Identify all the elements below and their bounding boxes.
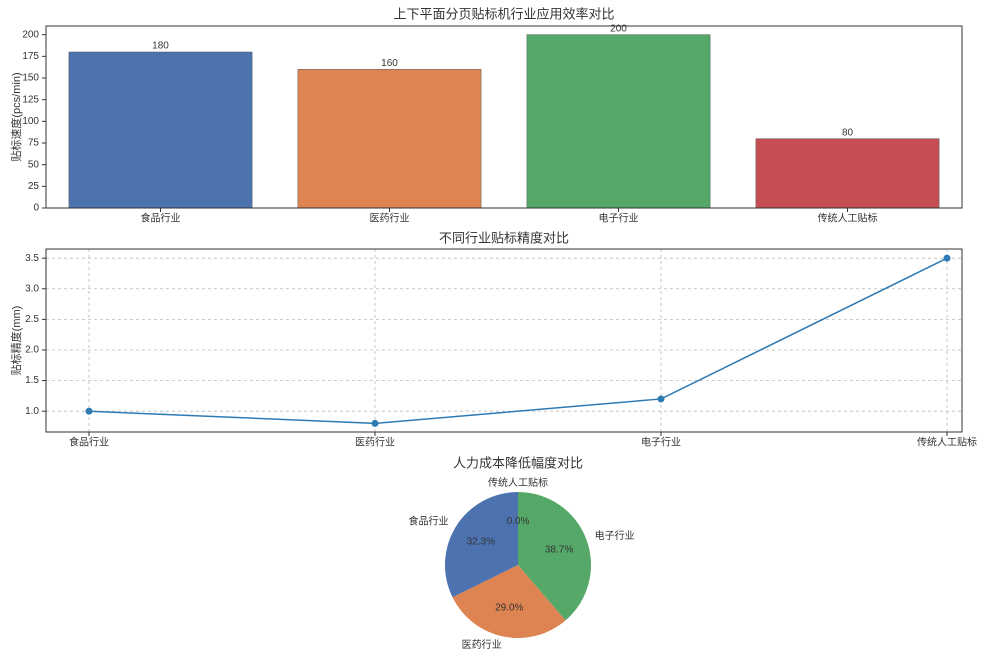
data-point (657, 395, 665, 403)
chart-title: 不同行业贴标精度对比 (439, 230, 569, 245)
slice-label: 传统人工贴标 (488, 476, 548, 489)
bar (297, 69, 482, 209)
x-tick-label: 传统人工贴标 (818, 212, 878, 225)
y-tick-label: 200 (22, 29, 39, 40)
y-tick-label: 75 (28, 138, 40, 149)
y-tick-label: 2.0 (25, 345, 39, 356)
pie-slice (518, 492, 592, 621)
y-tick-label: 0 (33, 203, 39, 214)
pie-slice (452, 565, 566, 638)
chart-title: 上下平面分页贴标机行业应用效率对比 (393, 6, 614, 21)
pie-slice (445, 492, 518, 598)
y-tick-label: 3.0 (25, 283, 39, 294)
value-label: 160 (381, 58, 398, 69)
y-tick-label: 175 (22, 51, 39, 62)
data-point (943, 254, 951, 262)
x-tick-label: 食品行业 (69, 436, 109, 449)
plot-frame (45, 25, 963, 209)
y-tick-label: 100 (22, 116, 39, 127)
chart-title: 人力成本降低幅度对比 (453, 455, 583, 470)
slice-percent: 29.0% (495, 603, 523, 614)
slice-label: 食品行业 (409, 514, 449, 527)
y-tick-label: 2.5 (25, 314, 39, 325)
x-tick-label: 食品行业 (141, 212, 181, 225)
y-axis-label: 贴标精度(mm) (9, 306, 23, 376)
y-tick-label: 1.5 (25, 375, 39, 386)
bar (526, 34, 711, 209)
bar (68, 51, 253, 209)
slice-percent: 38.7% (545, 544, 573, 555)
y-tick-label: 3.5 (25, 253, 39, 264)
y-axis-label: 贴标速度(pcs/min) (9, 72, 23, 161)
y-tick-label: 1.0 (25, 406, 39, 417)
x-tick-label: 医药行业 (355, 436, 395, 449)
x-tick-label: 电子行业 (599, 212, 639, 225)
data-point (85, 407, 93, 415)
x-tick-label: 医药行业 (370, 212, 410, 225)
slice-percent: 32.3% (467, 537, 495, 548)
y-tick-label: 125 (22, 94, 39, 105)
slice-percent: 0.0% (507, 516, 530, 527)
data-point (371, 419, 379, 427)
bar (755, 138, 940, 209)
value-label: 180 (152, 41, 169, 52)
value-label: 80 (842, 127, 854, 138)
y-tick-label: 50 (28, 159, 40, 170)
slice-label: 电子行业 (595, 529, 635, 542)
x-tick-label: 传统人工贴标 (917, 436, 977, 449)
slice-label: 医药行业 (462, 638, 502, 651)
plot-frame (45, 248, 963, 433)
value-label: 200 (610, 23, 627, 34)
data-line (88, 257, 948, 425)
y-tick-label: 150 (22, 73, 39, 84)
y-tick-label: 25 (28, 181, 40, 192)
x-tick-label: 电子行业 (641, 436, 681, 449)
